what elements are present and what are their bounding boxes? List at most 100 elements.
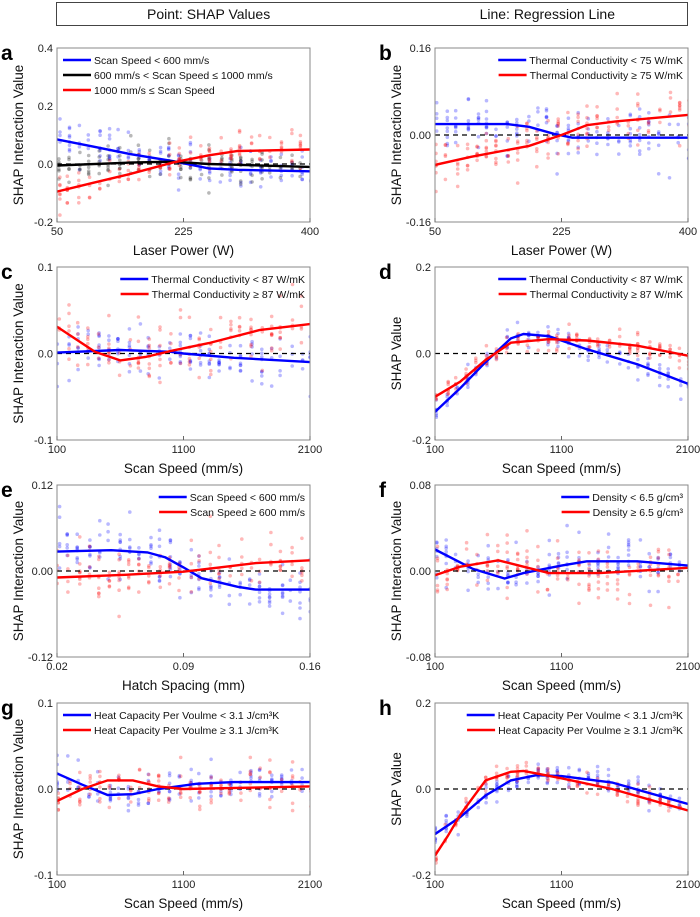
scatter-point-blue	[636, 378, 640, 382]
scatter-point-blue	[98, 154, 102, 158]
scatter-point-blue	[445, 403, 450, 408]
scatter-point-blue	[228, 156, 232, 161]
scatter-point-blue	[476, 117, 481, 122]
scatter-point-red	[667, 552, 671, 557]
scatter-point-red	[178, 755, 183, 760]
scatter-point-blue	[107, 154, 112, 158]
scatter-point-red	[656, 572, 661, 577]
scatter-point-blue	[626, 540, 631, 545]
scatter-point-blue	[577, 768, 582, 773]
scatter-point-blue	[280, 591, 285, 596]
x-axis-label: Laser Power (W)	[133, 243, 234, 258]
scatter-point-blue	[444, 813, 449, 818]
scatter-point-blue	[116, 350, 120, 355]
scatter-point-red	[625, 794, 630, 798]
scatter-point-red	[446, 391, 451, 396]
legend-item: Thermal Conductivity ≥ 75 W/mK	[498, 70, 683, 82]
scatter-point-blue	[484, 125, 489, 129]
scatter-point-red	[636, 801, 640, 806]
scatter-point-red	[658, 342, 662, 346]
scatter-point-red	[278, 564, 283, 568]
scatter-point-black	[118, 166, 122, 170]
scatter-point-red	[648, 351, 652, 356]
scatter-point-blue	[267, 595, 272, 600]
scatter-point-blue	[606, 555, 611, 559]
scatter-point-blue	[217, 575, 222, 580]
scatter-point-blue	[605, 343, 610, 348]
x-tick-label: 400	[679, 226, 697, 238]
scatter-point-red	[667, 605, 671, 610]
scatter-point-blue	[616, 555, 620, 560]
scatter-point-blue	[453, 125, 458, 130]
scatter-point-red	[311, 324, 315, 328]
scatter-point-red	[485, 564, 490, 568]
x-tick-label: 100	[48, 879, 66, 891]
scatter-point-red	[126, 177, 131, 182]
scatter-point-red	[147, 581, 151, 585]
scatter-point-red	[455, 163, 460, 167]
scatter-point-blue	[484, 109, 489, 114]
scatter-point-black	[57, 157, 61, 161]
scatter-point-blue	[626, 542, 631, 547]
scatter-point-blue	[595, 129, 599, 134]
scatter-point-blue	[167, 789, 172, 794]
scatter-point-black	[278, 175, 283, 180]
scatter-point-red	[636, 797, 640, 802]
scatter-point-blue	[300, 155, 305, 159]
scatter-point-red	[465, 146, 470, 151]
scatter-point-red	[158, 565, 163, 569]
scatter-point-blue	[506, 558, 510, 562]
scatter-point-black	[179, 154, 183, 158]
scatter-point-blue	[118, 557, 122, 561]
scatter-point-red	[536, 544, 540, 549]
scatter-point-red	[484, 155, 489, 159]
scatter-point-red	[198, 789, 202, 794]
scatter-point-blue	[300, 767, 304, 772]
scatter-point-blue	[466, 382, 470, 387]
scatter-point-blue	[57, 384, 60, 389]
scatter-point-blue	[505, 334, 510, 339]
scatter-point-red	[658, 107, 662, 112]
scatter-point-blue	[238, 368, 243, 373]
scatter-point-blue	[95, 769, 100, 774]
scatter-point-red	[167, 561, 172, 566]
scatter-point-red	[198, 807, 202, 812]
scatter-point-red	[556, 122, 560, 126]
scatter-point-red	[445, 577, 450, 581]
scatter-point-blue	[207, 361, 212, 366]
scatter-point-red	[525, 141, 529, 145]
scatter-point-red	[525, 549, 529, 553]
scatter-point-blue	[126, 784, 131, 789]
scatter-point-red	[445, 587, 450, 592]
scatter-points	[57, 504, 310, 621]
scatter-point-red	[66, 590, 70, 594]
scatter-point-red	[566, 141, 570, 146]
scatter-point-red	[137, 177, 141, 182]
scatter-point-blue	[679, 383, 683, 388]
scatter-point-red	[248, 755, 253, 760]
scatter-point-red	[87, 565, 92, 569]
scatter-point-blue	[178, 354, 183, 359]
scatter-point-blue	[250, 352, 254, 356]
scatter-point-red	[96, 356, 101, 361]
scatter-point-red	[587, 574, 591, 578]
scatter-point-black	[67, 180, 71, 185]
scatter-point-red	[237, 153, 242, 157]
legend-label: Thermal Conductivity < 75 W/mK	[529, 55, 683, 67]
scatter-point-blue	[486, 543, 491, 548]
scatter-point-red	[187, 315, 192, 320]
scatter-point-red	[169, 360, 173, 365]
scatter-point-blue	[556, 555, 561, 560]
legend: Heat Capacity Per Voulme < 3.1 J/cm³KHea…	[466, 710, 683, 737]
scatter-point-red	[615, 91, 619, 96]
scatter-point-red	[65, 201, 70, 205]
scatter-point-red	[147, 170, 151, 174]
scatter-point-red	[158, 380, 162, 385]
scatter-point-black	[97, 155, 101, 159]
scatter-point-red	[87, 175, 92, 180]
legend-item: Density < 6.5 g/cm³	[561, 492, 683, 504]
scatter-point-blue	[626, 366, 631, 370]
scatter-point-red	[668, 347, 672, 352]
scatter-point-red	[156, 773, 161, 778]
y-tick-label: 0.0	[38, 349, 53, 361]
